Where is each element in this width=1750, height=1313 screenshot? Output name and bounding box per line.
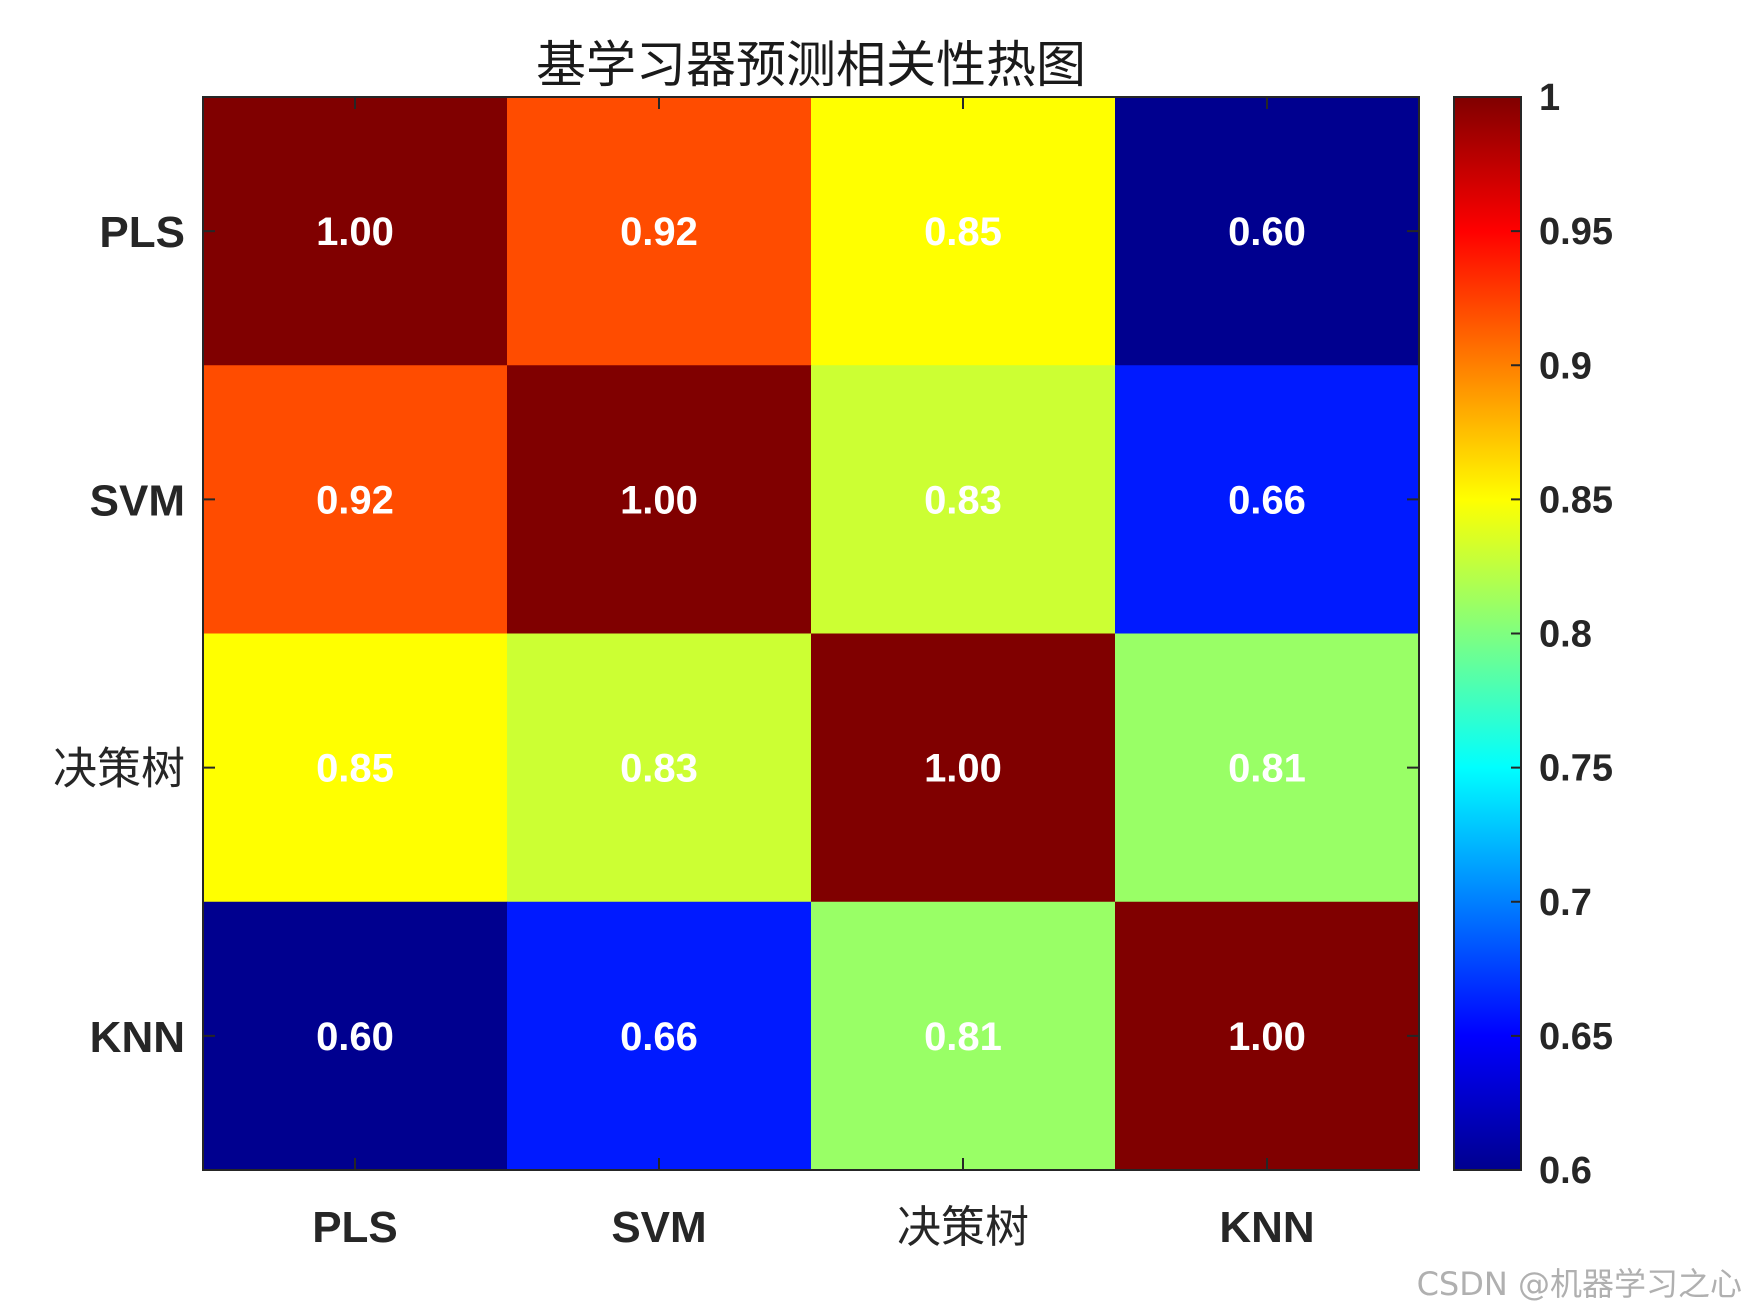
y-tick-label: PLS (99, 208, 185, 257)
watermark: CSDN @机器学习之心 (1417, 1265, 1742, 1303)
cell-value-label: 0.66 (620, 1015, 698, 1059)
colorbar-tick-label: 0.85 (1539, 479, 1613, 521)
heatmap-cell (1115, 901, 1420, 1171)
heatmap-cell (203, 901, 508, 1171)
x-tick-label: 决策树 (897, 1202, 1029, 1253)
y-axis-tick-labels: PLS SVM 决策树 KNN (53, 208, 185, 1062)
heatmap-cell (203, 365, 508, 634)
axis-tick-marks (203, 97, 1419, 1170)
colorbar-tick-labels: 0.6 0.65 0.7 0.75 0.8 0.85 0.9 0.95 1 (1539, 77, 1613, 1192)
heatmap-cells (203, 97, 1420, 1171)
x-axis-tick-labels: PLS SVM 决策树 KNN (312, 1202, 1314, 1253)
colorbar-tick-label: 0.9 (1539, 345, 1592, 387)
cell-value-label: 0.92 (316, 478, 394, 522)
heatmap-cell (507, 365, 812, 634)
colorbar-tick-label: 1 (1539, 77, 1560, 119)
chart-title: 基学习器预测相关性热图 (536, 36, 1086, 94)
colorbar-gradient (1453, 96, 1522, 1171)
heatmap-cell (1115, 365, 1420, 634)
heatmap-cell (203, 97, 508, 366)
cell-value-label: 0.85 (924, 210, 1002, 254)
heatmap-cell (507, 97, 812, 366)
y-tick-label: SVM (90, 476, 185, 525)
heatmap-cell (507, 901, 812, 1171)
cell-value-label: 0.66 (1228, 478, 1306, 522)
cell-value-label: 0.81 (924, 1015, 1002, 1059)
heatmap-cell (811, 97, 1116, 366)
heatmap-cell (1115, 97, 1420, 366)
heatmap-cell (811, 901, 1116, 1171)
colorbar-tick-label: 0.7 (1539, 882, 1592, 924)
cell-value-label: 1.00 (620, 478, 698, 522)
colorbar: 0.6 0.65 0.7 0.75 0.8 0.85 0.9 0.95 1 (1453, 77, 1613, 1192)
heatmap-cell (1115, 633, 1420, 903)
cell-value-label: 1.00 (1228, 1015, 1306, 1059)
x-tick-label: SVM (611, 1203, 706, 1252)
y-tick-label: KNN (90, 1013, 185, 1062)
colorbar-tick-label: 0.75 (1539, 748, 1613, 790)
plot-frame (202, 96, 1420, 1171)
cell-value-label: 0.92 (620, 210, 698, 254)
cell-value-label: 1.00 (924, 747, 1002, 791)
cell-value-label: 1.00 (316, 210, 394, 254)
y-tick-label: 决策树 (53, 744, 185, 795)
colorbar-tick-marks (1511, 96, 1521, 1171)
cell-value-label: 0.60 (1228, 210, 1306, 254)
heatmap-value-labels: 1.00 0.92 0.85 0.60 0.92 1.00 0.83 0.66 0.85 0.83… (316, 210, 1306, 1059)
x-tick-label: PLS (312, 1203, 398, 1252)
cell-value-label: 0.83 (620, 747, 698, 791)
colorbar-tick-label: 0.8 (1539, 614, 1592, 656)
cell-value-label: 0.85 (316, 747, 394, 791)
cell-value-label: 0.81 (1228, 747, 1306, 791)
heatmap-cell (811, 365, 1116, 634)
heatmap-cell (203, 633, 508, 903)
x-tick-label: KNN (1219, 1203, 1314, 1252)
colorbar-tick-label: 0.6 (1539, 1150, 1592, 1192)
cell-value-label: 0.83 (924, 478, 1002, 522)
colorbar-tick-label: 0.95 (1539, 211, 1613, 253)
cell-value-label: 0.60 (316, 1015, 394, 1059)
colorbar-tick-label: 0.65 (1539, 1016, 1613, 1058)
heatmap-cell (507, 633, 812, 903)
heatmap-cell (811, 633, 1116, 903)
